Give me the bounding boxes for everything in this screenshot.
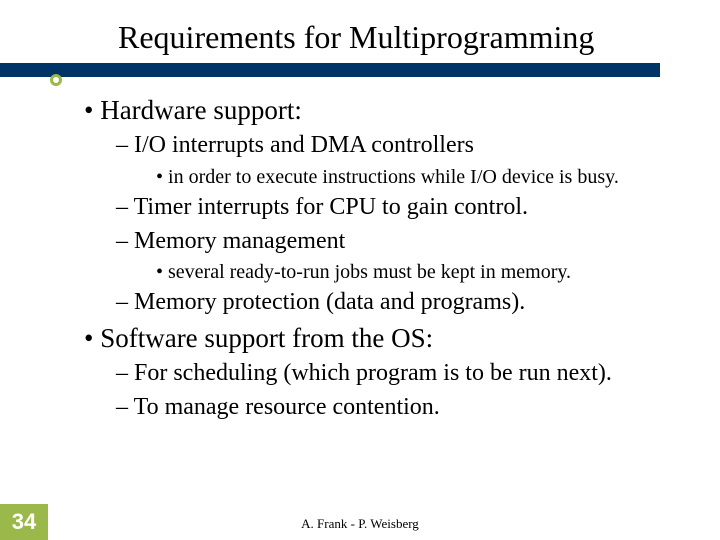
- bullet-lvl2: Memory protection (data and programs).: [116, 287, 690, 319]
- slide-title: Requirements for Multiprogramming: [118, 20, 690, 55]
- bullet-lvl2: Memory management: [116, 226, 690, 258]
- bullet-lvl2: I/O interrupts and DMA controllers: [116, 130, 690, 162]
- bullet-lvl1: Software support from the OS:: [84, 321, 690, 356]
- bullet-lvl2: To manage resource contention.: [116, 392, 690, 424]
- title-underline-bar: [0, 63, 660, 77]
- bullet-lvl2: Timer interrupts for CPU to gain control…: [116, 192, 690, 224]
- title-wrap: Requirements for Multiprogramming: [30, 20, 690, 77]
- title-accent-icon: [50, 74, 62, 86]
- footer-authors: A. Frank - P. Weisberg: [0, 516, 720, 532]
- bullet-lvl2: For scheduling (which program is to be r…: [116, 358, 690, 390]
- bullet-lvl3: in order to execute instructions while I…: [156, 164, 690, 190]
- bullet-lvl3: several ready-to-run jobs must be kept i…: [156, 259, 690, 285]
- bullet-lvl1: Hardware support:: [84, 93, 690, 128]
- content: Hardware support: I/O interrupts and DMA…: [84, 93, 690, 423]
- slide: Requirements for Multiprogramming Hardwa…: [0, 0, 720, 540]
